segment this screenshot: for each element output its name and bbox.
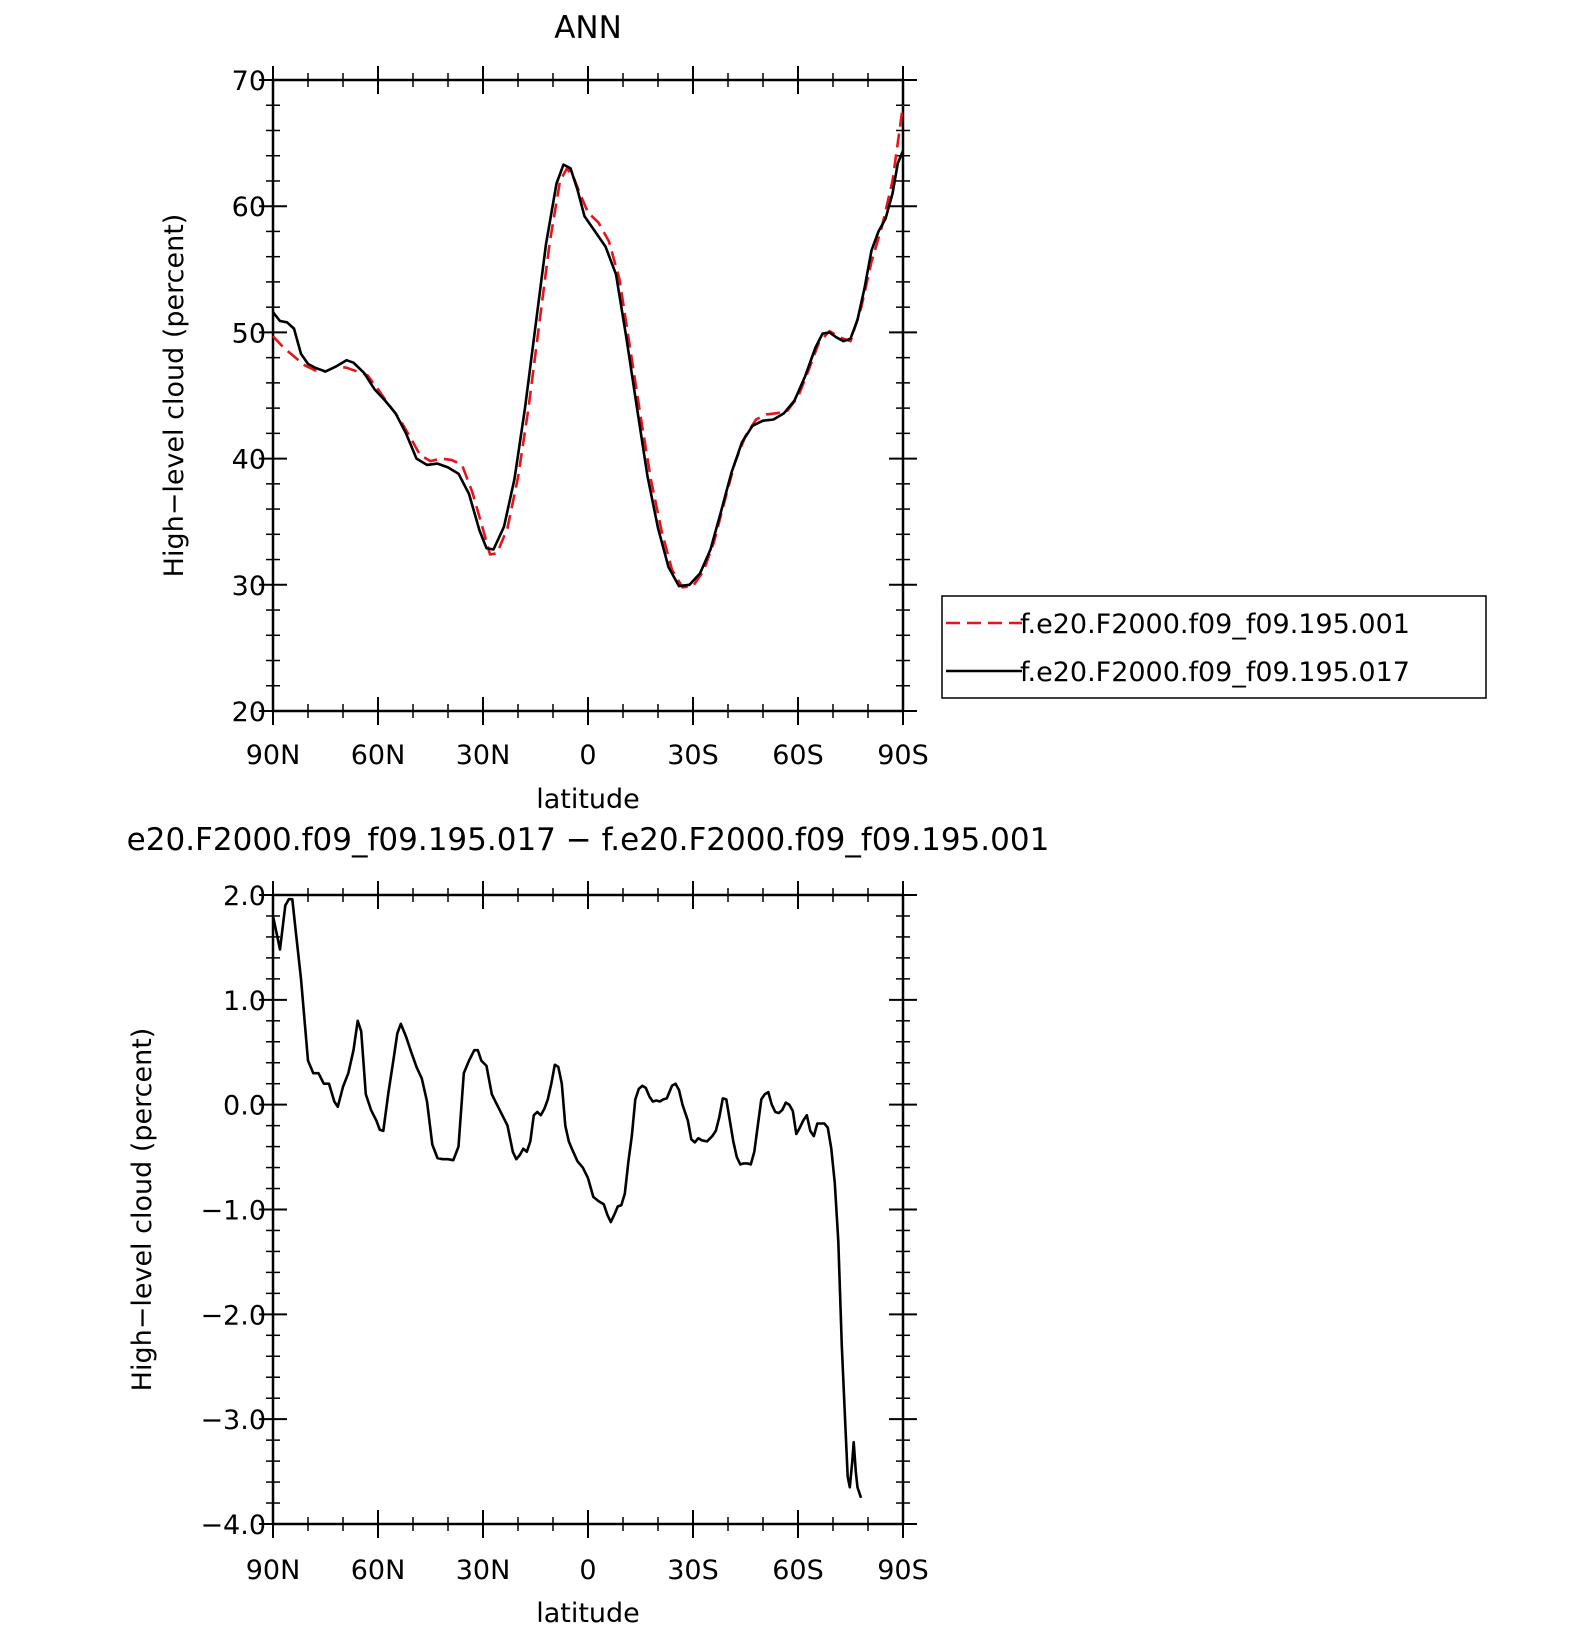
x-tick-label: 90S (877, 1555, 929, 1586)
chart-title: ANN (554, 10, 622, 46)
x-tick-label: 90N (246, 1555, 301, 1586)
series-line-1 (271, 897, 863, 1499)
y-tick-label: −3.0 (200, 1405, 266, 1436)
chart-2: e20.F2000.f09_f09.195.017 − f.e20.F2000.… (127, 822, 1050, 1629)
legend-label: f.e20.F2000.f09_f09.195.017 (1020, 657, 1410, 688)
x-axis-label: latitude (536, 784, 640, 815)
plot-frame (271, 78, 905, 713)
x-tick-label: 30S (667, 1555, 719, 1586)
series-line-2 (271, 150, 905, 588)
y-tick-label: 70 (232, 66, 266, 97)
x-tick-label: 90N (246, 740, 301, 771)
chart-title: e20.F2000.f09_f09.195.017 − f.e20.F2000.… (127, 822, 1050, 858)
x-tick-label: 60S (772, 740, 824, 771)
y-tick-label: −1.0 (200, 1196, 266, 1227)
legend-box (941, 595, 1487, 699)
plot-frame (271, 893, 905, 1526)
y-tick-label: 20 (232, 697, 266, 728)
y-tick-label: 2.0 (223, 881, 266, 912)
x-tick-label: 60N (351, 740, 406, 771)
x-tick-label: 0 (579, 1555, 596, 1586)
x-tick-label: 30N (456, 740, 511, 771)
y-tick-label: 60 (232, 192, 266, 223)
y-axis-label: High−level cloud (percent) (159, 214, 190, 578)
y-tick-label: −2.0 (200, 1300, 266, 1331)
x-tick-label: 60N (351, 1555, 406, 1586)
x-tick-label: 60S (772, 1555, 824, 1586)
y-tick-label: 40 (232, 445, 266, 476)
series-line-1 (272, 105, 905, 589)
chart-1: ANN 20 30 40 50 60 70 90N 60N 30N 0 30S 60S 90S latitu… (159, 10, 1487, 815)
legend: f.e20.F2000.f09_f09.195.001 f.e20.F2000.f… (941, 595, 1487, 699)
y-axis-label: High−level cloud (percent) (127, 1028, 158, 1392)
x-tick-label: 30N (456, 1555, 511, 1586)
y-tick-label: 50 (232, 318, 266, 349)
x-tick-label: 30S (667, 740, 719, 771)
y-tick-label: −4.0 (200, 1510, 266, 1541)
x-tick-label: 90S (877, 740, 929, 771)
x-tick-label: 0 (579, 740, 596, 771)
legend-label: f.e20.F2000.f09_f09.195.001 (1020, 609, 1410, 640)
y-tick-label: 1.0 (223, 986, 266, 1017)
y-tick-label: 30 (232, 571, 266, 602)
x-axis-label: latitude (536, 1598, 640, 1629)
y-tick-label: 0.0 (223, 1091, 266, 1122)
